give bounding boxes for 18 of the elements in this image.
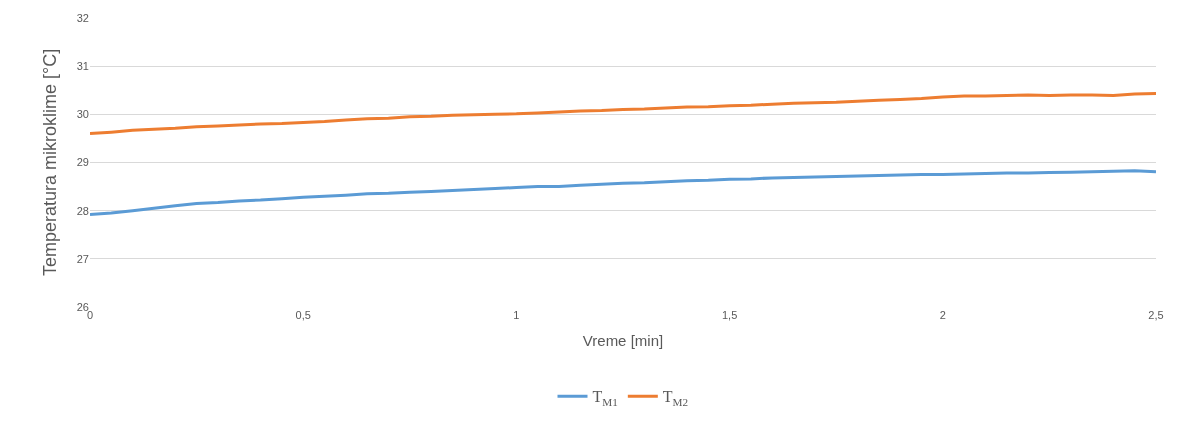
line-series: [90, 169, 1156, 217]
y-axis-title: Temperatura mikroklime [°C]: [39, 48, 60, 277]
x-tick-label: 0,5: [295, 309, 311, 321]
x-axis-title: Vreme [min]: [582, 332, 664, 349]
y-tick-label: 30: [76, 108, 89, 121]
x-tick-label: 2,5: [1148, 309, 1164, 321]
y-tick-label: 28: [76, 204, 89, 217]
y-tick-label: 27: [76, 252, 89, 265]
y-tick-label: 32: [76, 11, 89, 24]
x-tick-label: 1: [513, 309, 520, 321]
y-tick-label: 29: [76, 156, 89, 169]
y-tick-label: 31: [76, 60, 89, 73]
legend-label: T$_{M2}$: [662, 388, 689, 408]
line-series: [90, 92, 1156, 136]
legend-label: T$_{M1}$: [592, 388, 618, 408]
x-tick-label: 1,5: [721, 309, 738, 321]
y-tick-label: 26: [76, 300, 89, 313]
x-tick-label: 2: [939, 309, 946, 321]
